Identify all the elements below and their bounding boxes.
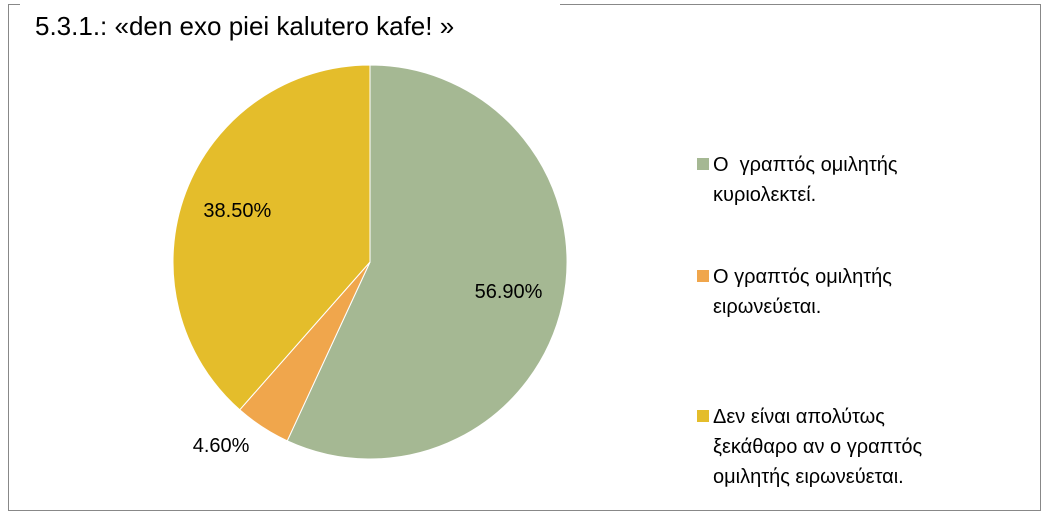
legend-label: Ο γραπτός ομιλητής κυριολεκτεί. (713, 154, 904, 206)
legend-label: Δεν είναι απολύτως ξεκάθαρο αν ο γραπτός… (713, 406, 928, 488)
pie-slice (172, 64, 371, 411)
legend-item: Δεν είναι απολύτως ξεκάθαρο αν ο γραπτός… (697, 402, 957, 492)
pie-slice (286, 64, 568, 460)
legend-swatch (697, 158, 709, 170)
title-box (20, 0, 560, 48)
data-label: 4.60% (193, 435, 250, 457)
legend-swatch (697, 410, 709, 422)
legend-item: Ο γραπτός ομιλητής κυριολεκτεί. (697, 150, 957, 210)
data-label: 56.90% (475, 281, 543, 303)
data-label: 38.50% (203, 200, 271, 222)
chart-title: 5.3.1.: «den exo piei kalutero kafe! » (35, 11, 454, 41)
legend-label: Ο γραπτός ομιλητής ειρωνεύεται. (713, 266, 898, 318)
legend-item: Ο γραπτός ομιλητής ειρωνεύεται. (697, 262, 957, 322)
legend-swatch (697, 270, 709, 282)
